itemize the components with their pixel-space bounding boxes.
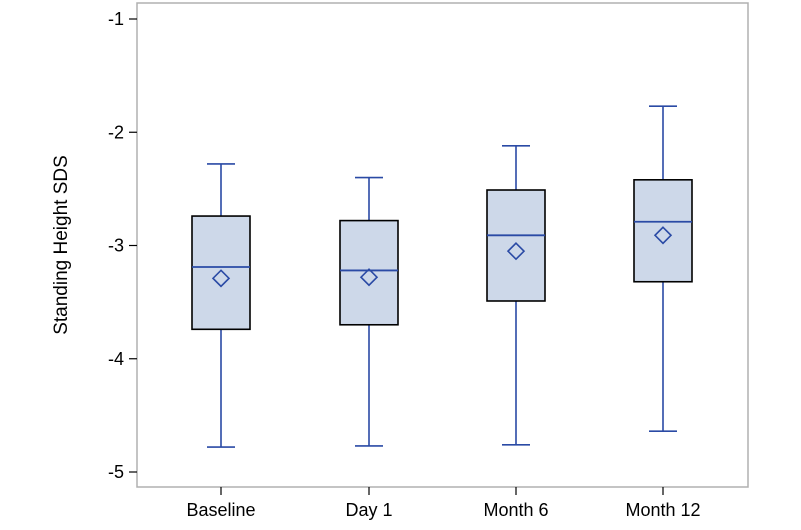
mean-marker	[359, 268, 379, 287]
box-series	[191, 105, 693, 448]
x-tick-label: Baseline	[186, 500, 255, 520]
y-axis-label: Standing Height SDS	[51, 155, 72, 335]
y-tick-label: -5	[108, 462, 124, 482]
y-tick-label: -4	[108, 349, 124, 369]
mean-marker	[506, 242, 526, 261]
x-tick-label: Day 1	[345, 500, 392, 520]
y-tick-label: -2	[108, 122, 124, 142]
x-axis: Baseline Day 1 Month 6 Month 12	[186, 487, 701, 520]
y-tick-label: -3	[108, 236, 124, 256]
y-tick-label: -1	[108, 9, 124, 29]
box-baseline	[191, 163, 251, 448]
x-tick-label: Month 6	[483, 500, 548, 520]
x-tick-label: Month 12	[625, 500, 700, 520]
iqr-box	[191, 215, 251, 331]
box-day-1	[339, 176, 399, 447]
iqr-box	[486, 189, 546, 302]
box-month-12	[633, 105, 693, 433]
mean-marker	[211, 269, 231, 288]
iqr-box	[633, 179, 693, 283]
iqr-box	[339, 219, 399, 326]
box-month-6	[486, 145, 546, 446]
y-axis: -1 -2 -3 -4 -5	[108, 9, 137, 482]
mean-marker	[653, 226, 673, 245]
